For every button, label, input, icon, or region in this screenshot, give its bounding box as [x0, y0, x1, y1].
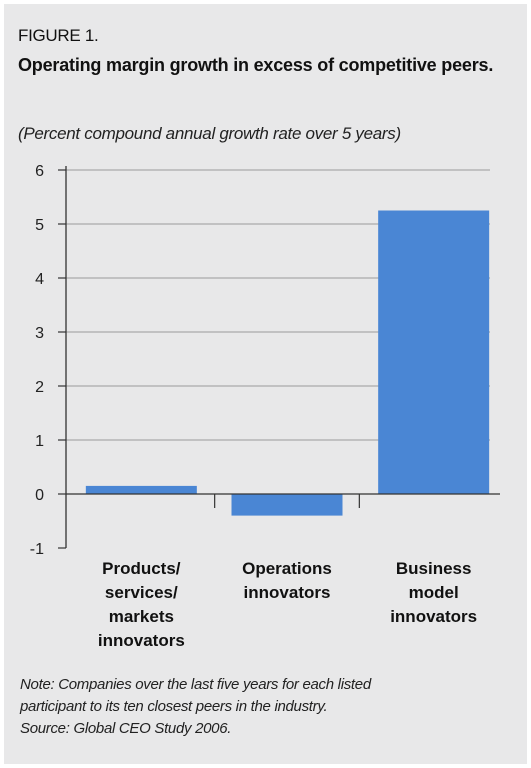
- category-label: markets: [109, 607, 174, 626]
- y-tick-label: 6: [35, 163, 44, 180]
- chart-note: Note: Companies over the last five years…: [20, 674, 520, 740]
- category-label: model: [409, 583, 459, 602]
- y-tick-label: 5: [35, 217, 44, 234]
- bar: [85, 485, 197, 494]
- bar: [378, 210, 490, 494]
- category-label: Operations: [242, 559, 332, 578]
- y-tick-label: 1: [35, 433, 44, 450]
- y-tick-label: 2: [35, 379, 44, 396]
- category-label: innovators: [390, 607, 477, 626]
- bars: [85, 210, 490, 516]
- y-axis-labels: 6 5 4 3 2 1 0 -1: [30, 163, 66, 558]
- figure-label: FIGURE 1.: [18, 26, 99, 45]
- note-line: participant to its ten closest peers in …: [20, 698, 328, 715]
- category-label: Business: [396, 559, 472, 578]
- y-tick-label: 0: [35, 487, 44, 504]
- note-line: Note: Companies over the last five years…: [20, 676, 371, 693]
- category-label: innovators: [98, 631, 185, 650]
- chart-title: Operating margin growth in excess of com…: [18, 55, 494, 75]
- y-tick-label: -1: [30, 541, 44, 558]
- y-tick-label: 3: [35, 325, 44, 342]
- category-label: Products/: [102, 559, 181, 578]
- note-line: Source: Global CEO Study 2006.: [20, 720, 232, 737]
- category-label: innovators: [244, 583, 331, 602]
- chart-subtitle: (Percent compound annual growth rate ove…: [18, 124, 401, 143]
- y-tick-label: 4: [35, 271, 44, 288]
- category-labels: Products/services/markets innovators Opera…: [98, 559, 477, 650]
- bar: [231, 494, 343, 516]
- category-label: services/: [105, 583, 178, 602]
- category-ticks: [214, 494, 360, 508]
